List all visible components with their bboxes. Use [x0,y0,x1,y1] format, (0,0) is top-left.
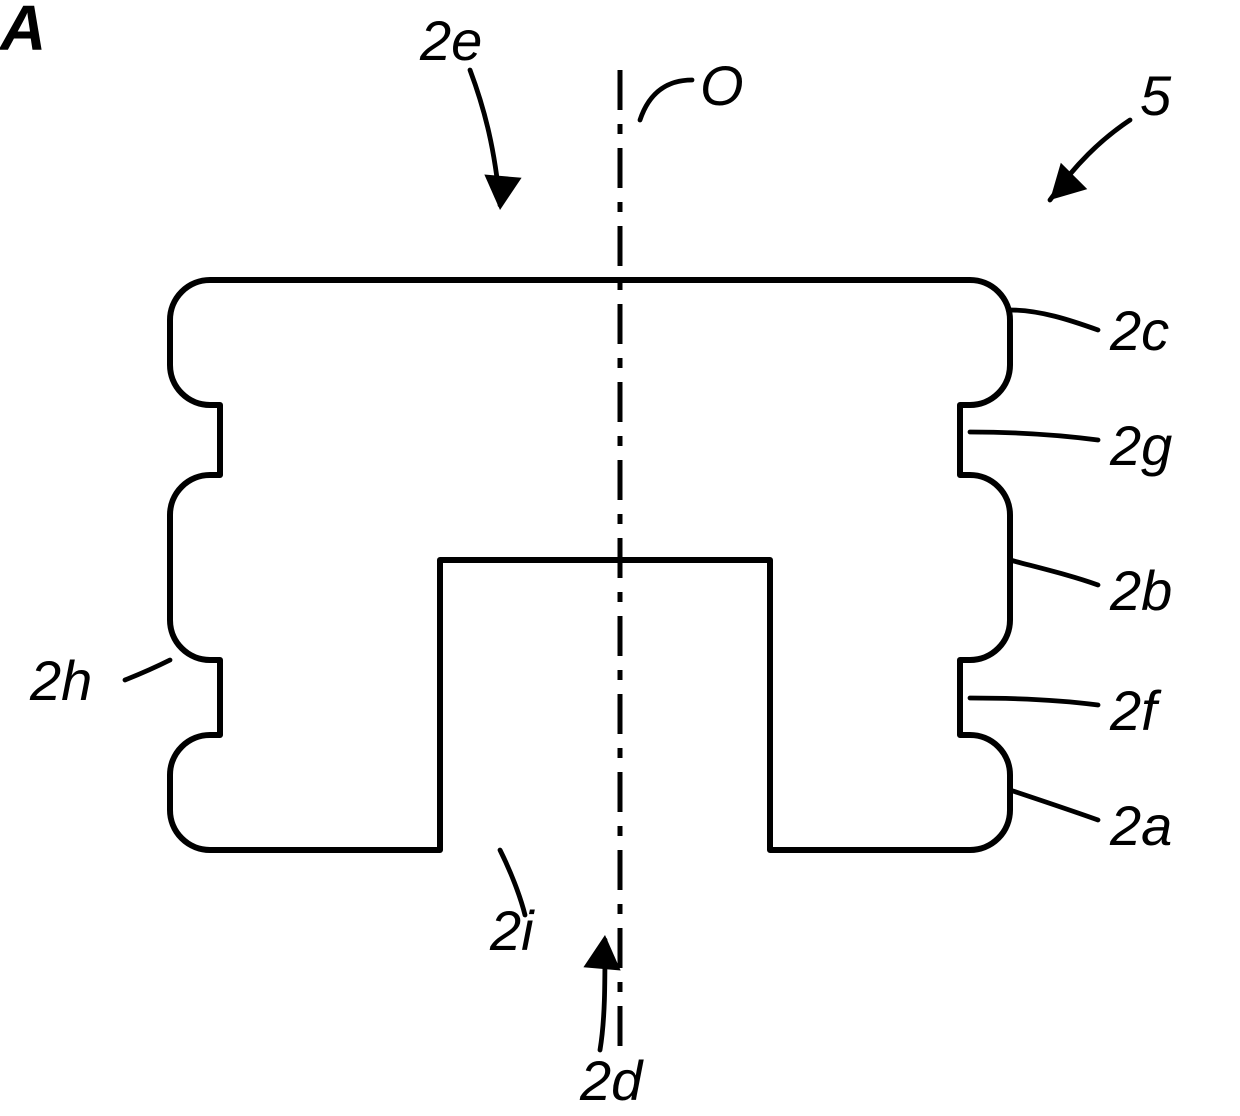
label-2g: 2g [1109,414,1172,477]
label-2e: 2e [419,9,482,72]
leader-2c [1010,310,1098,330]
leader-2b [1010,560,1098,585]
leader-2h [125,660,170,680]
label-fig: A [0,0,46,64]
arrowhead-2e [484,174,521,210]
leader-2g [970,432,1098,440]
label-2b: 2b [1109,559,1172,622]
leader-2e [470,70,500,205]
label-2h: 2h [29,649,92,712]
label-2d: 2d [579,1049,644,1112]
label-2c: 2c [1109,299,1169,362]
label-2a: 2a [1109,794,1172,857]
label-5: 5 [1140,64,1172,127]
label-2i: 2i [489,899,535,962]
component-outline [170,280,1010,850]
leader-O [640,80,692,120]
label-O: O [700,54,744,117]
leader-2a [1010,790,1098,820]
arrowhead-2d [583,935,620,971]
label-2f: 2f [1109,679,1162,742]
leader-2f [970,698,1098,705]
